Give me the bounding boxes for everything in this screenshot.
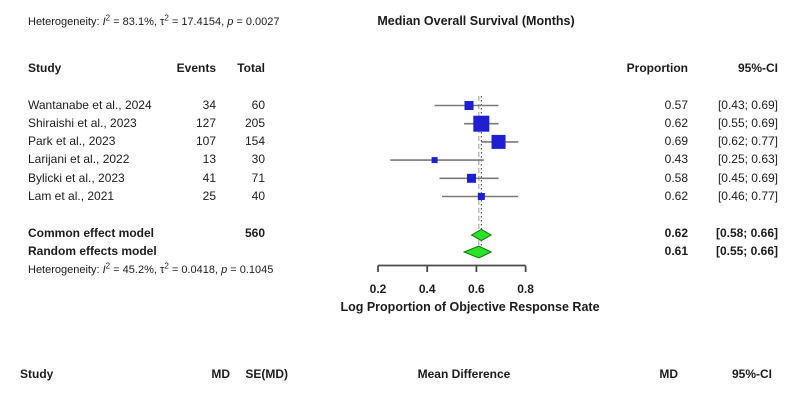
ci-value: [0.25; 0.63] bbox=[717, 152, 778, 166]
header-total: Total bbox=[237, 61, 265, 75]
next-plot-header-row: Study MD SE(MD) Mean Difference MD 95%-C… bbox=[0, 367, 800, 382]
effect-square bbox=[473, 115, 490, 132]
events-value: 13 bbox=[202, 152, 216, 166]
table-row: Shiraishi et al., 2023 127 205 0.62 [0.5… bbox=[0, 116, 800, 131]
common-effect-diamond bbox=[470, 228, 493, 242]
ci-value: [0.46; 0.77] bbox=[717, 189, 778, 203]
total-value: 30 bbox=[251, 152, 265, 166]
axis-tick-label: 0.6 bbox=[468, 282, 485, 296]
proportion-value: 0.57 bbox=[664, 98, 688, 112]
header-study: Study bbox=[28, 61, 62, 75]
table-row: Larijani et al., 2022 13 30 0.43 [0.25; … bbox=[0, 152, 800, 167]
ci-value: [0.62; 0.77] bbox=[717, 134, 778, 148]
effect-square bbox=[477, 193, 485, 200]
axis-tick-label: 0.8 bbox=[517, 282, 534, 296]
common-effect-row: Common effect model 560 0.62 [0.58; 0.66… bbox=[0, 226, 800, 241]
axis-tick-label: 0.4 bbox=[418, 282, 436, 296]
table-row: Park et al., 2023 107 154 0.69 [0.62; 0.… bbox=[0, 134, 800, 149]
heterogeneity-top: Heterogeneity: I2 = 83.1%, τ2 = 17.4154,… bbox=[28, 13, 280, 28]
ci-value: [0.58; 0.66] bbox=[715, 226, 778, 240]
random-effects-diamond bbox=[462, 245, 493, 259]
study-label: Larijani et al., 2022 bbox=[28, 152, 130, 166]
header-se-md: SE(MD) bbox=[245, 367, 288, 381]
total-value: 60 bbox=[251, 98, 265, 112]
events-value: 107 bbox=[195, 134, 216, 148]
table-row: Bylicki et al., 2023 41 71 0.58 [0.45; 0… bbox=[0, 171, 800, 186]
study-label: Bylicki et al., 2023 bbox=[28, 171, 125, 185]
header-ci: 95%-CI bbox=[731, 367, 772, 381]
ci-value: [0.43; 0.69] bbox=[717, 98, 778, 112]
header-study: Study bbox=[20, 367, 54, 381]
proportion-value: 0.62 bbox=[664, 226, 688, 240]
heterogeneity-main: Heterogeneity: I2 = 45.2%, τ2 = 0.0418, … bbox=[28, 261, 274, 276]
model-label: Random effects model bbox=[28, 244, 157, 258]
header-ci: 95%-CI bbox=[737, 61, 778, 75]
ci-value: [0.55; 0.69] bbox=[717, 116, 778, 130]
model-label: Common effect model bbox=[28, 226, 155, 240]
ci-value: [0.55; 0.66] bbox=[715, 244, 778, 258]
total-value: 40 bbox=[251, 189, 265, 203]
total-value: 71 bbox=[251, 171, 265, 185]
table-row: Wantanabe et al., 2024 34 60 0.57 [0.43;… bbox=[0, 98, 800, 113]
column-header-row: Study Events Total Proportion 95%-CI bbox=[0, 61, 800, 76]
effect-square bbox=[464, 101, 474, 110]
proportion-value: 0.58 bbox=[664, 171, 688, 185]
effect-square bbox=[431, 157, 438, 164]
events-value: 34 bbox=[202, 98, 216, 112]
events-value: 127 bbox=[195, 116, 216, 130]
proportion-value: 0.69 bbox=[664, 134, 688, 148]
events-value: 41 bbox=[202, 171, 216, 185]
total-value: 205 bbox=[244, 116, 265, 130]
header-md: MD bbox=[211, 367, 230, 381]
effect-square bbox=[466, 173, 476, 183]
header-proportion: Proportion bbox=[626, 61, 688, 75]
top-plot-xlabel: Median Overall Survival (Months) bbox=[377, 14, 575, 28]
x-axis-label: Log Proportion of Objective Response Rat… bbox=[340, 300, 600, 314]
header-md-col: MD bbox=[659, 367, 678, 381]
ci-value: [0.45; 0.69] bbox=[717, 171, 778, 185]
table-row: Lam et al., 2021 25 40 0.62 [0.46; 0.77] bbox=[0, 189, 800, 204]
header-events: Events bbox=[176, 61, 216, 75]
random-effects-row: Random effects model 0.61 [0.55; 0.66] bbox=[0, 244, 800, 259]
study-label: Park et al., 2023 bbox=[28, 134, 116, 148]
study-label: Wantanabe et al., 2024 bbox=[28, 98, 152, 112]
proportion-value: 0.62 bbox=[664, 116, 688, 130]
proportion-value: 0.43 bbox=[664, 152, 688, 166]
proportion-value: 0.62 bbox=[664, 189, 688, 203]
header-mean-difference: Mean Difference bbox=[417, 367, 511, 381]
effect-square bbox=[491, 134, 506, 149]
total-value: 154 bbox=[244, 134, 265, 148]
events-value: 25 bbox=[202, 189, 216, 203]
axis-tick-label: 0.2 bbox=[369, 282, 387, 296]
study-label: Shiraishi et al., 2023 bbox=[28, 116, 137, 130]
proportion-value: 0.61 bbox=[664, 244, 688, 258]
total-value: 560 bbox=[244, 226, 265, 240]
study-label: Lam et al., 2021 bbox=[28, 189, 115, 203]
